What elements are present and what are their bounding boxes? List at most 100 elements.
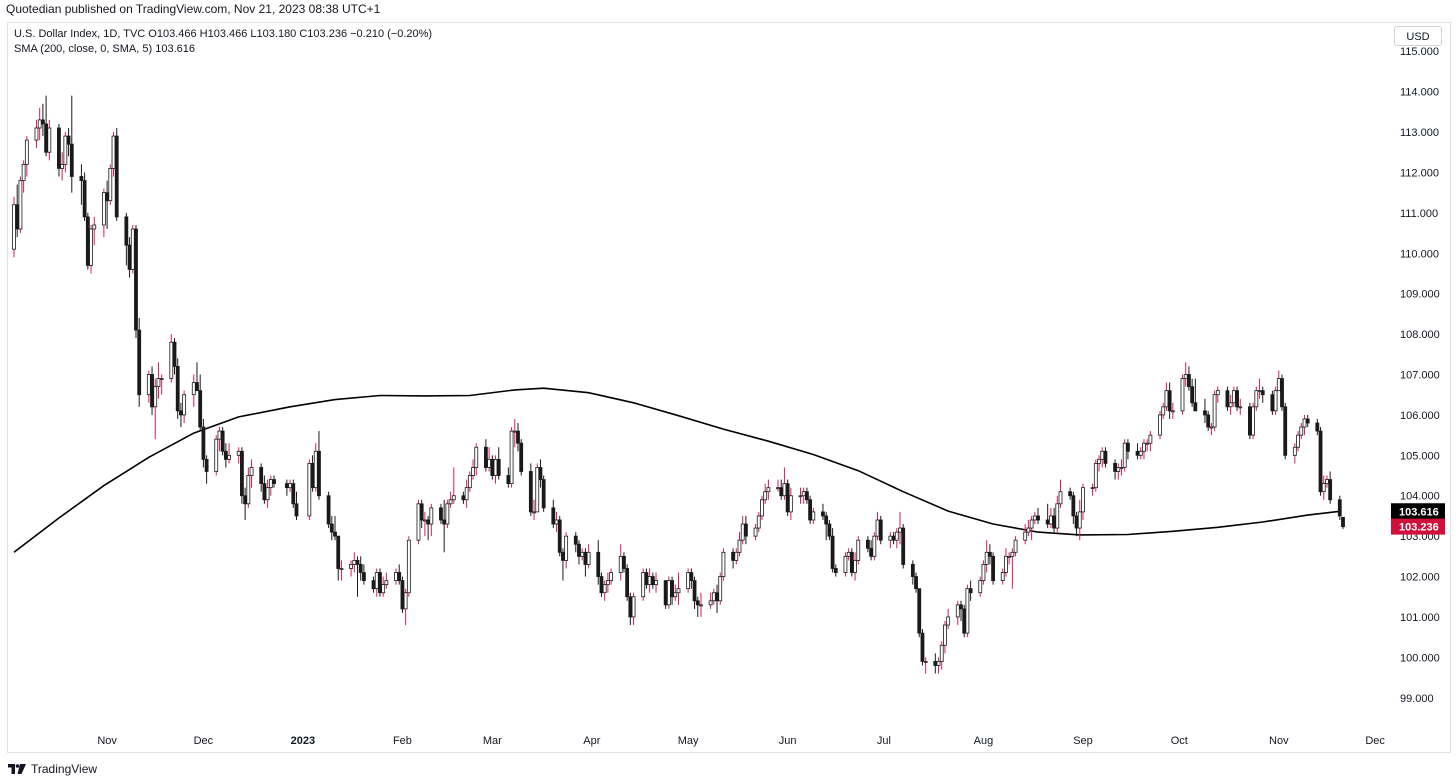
candle-body	[445, 503, 450, 525]
candle-body	[968, 588, 973, 594]
candle	[339, 560, 344, 581]
candle-body	[1276, 378, 1281, 392]
candle-body	[788, 495, 793, 513]
candle	[968, 580, 973, 601]
x-tick-label: Jul	[877, 735, 891, 747]
candle-body	[1007, 555, 1012, 558]
candle	[44, 95, 49, 157]
candle	[487, 447, 492, 472]
candle-body	[1026, 527, 1031, 533]
candle	[946, 608, 951, 630]
candle-body	[917, 588, 922, 634]
candle-body	[442, 519, 447, 525]
candle	[223, 443, 228, 468]
candle	[1164, 382, 1169, 411]
candle	[1097, 455, 1101, 472]
candle	[1004, 548, 1008, 577]
candle-body	[24, 139, 29, 165]
candle-body	[265, 487, 270, 501]
candle	[991, 552, 995, 585]
candle-body	[291, 483, 296, 505]
candle-body	[756, 515, 761, 529]
candle	[82, 172, 87, 221]
candle-body	[1081, 487, 1085, 513]
candle	[310, 455, 315, 492]
candle-body	[943, 624, 947, 646]
candle-body	[965, 588, 970, 634]
candle-body	[1260, 390, 1265, 396]
candle	[1170, 402, 1175, 419]
candle-body	[824, 515, 829, 525]
candle-body	[1032, 515, 1037, 521]
candle	[467, 471, 472, 492]
candle	[307, 459, 312, 520]
candle-body	[1270, 394, 1275, 412]
candle-body	[622, 555, 626, 569]
candle	[1036, 507, 1040, 525]
candle	[1093, 459, 1098, 492]
candle-body	[294, 503, 299, 517]
candle	[464, 479, 469, 508]
candle	[333, 515, 337, 541]
candle-body	[1231, 390, 1236, 404]
candle-body	[766, 487, 771, 493]
candle-body	[18, 180, 23, 230]
candle-body	[130, 228, 135, 270]
candle	[1212, 390, 1217, 432]
candle	[349, 560, 353, 577]
candle-body	[532, 511, 536, 514]
candle	[599, 572, 604, 597]
candle-body	[894, 531, 899, 541]
candle	[1260, 386, 1265, 403]
currency-button[interactable]: USD	[1394, 26, 1442, 46]
symbol-legend[interactable]: U.S. Dollar Index, 1D, TVC O103.466 H103…	[14, 28, 433, 40]
candle-body	[1305, 418, 1310, 424]
candle	[676, 572, 681, 605]
candle	[936, 657, 941, 674]
candle-body	[689, 572, 694, 581]
sma-legend[interactable]: SMA (200, close, 0, SMA, 5) 103.616	[14, 43, 195, 55]
candle	[471, 459, 475, 480]
candle-body	[471, 467, 475, 476]
candle-body	[349, 564, 353, 569]
candle	[243, 487, 248, 520]
candle	[686, 568, 691, 593]
x-tick-label: Aug	[974, 735, 994, 747]
candle	[397, 564, 402, 585]
candle-body	[586, 551, 591, 565]
candle	[631, 592, 636, 626]
candle	[1158, 410, 1162, 440]
candle	[394, 568, 398, 585]
candle	[89, 224, 93, 274]
candle-body	[108, 167, 113, 202]
candle	[262, 475, 267, 504]
candle	[169, 334, 174, 383]
candle	[753, 524, 758, 541]
candle-body	[89, 228, 93, 266]
candle-body	[467, 475, 472, 489]
candle	[291, 479, 296, 508]
candle-body	[403, 592, 408, 610]
candle-body	[849, 551, 854, 573]
candle	[496, 447, 501, 480]
candle-body	[1238, 406, 1243, 409]
candle	[1048, 507, 1053, 529]
candle-body	[1228, 402, 1233, 408]
footer-brand[interactable]: TradingView	[8, 761, 97, 777]
candle	[1161, 402, 1166, 419]
candle	[564, 532, 569, 569]
candle	[715, 584, 719, 613]
y-tick-label: 107.000	[1400, 370, 1440, 382]
candle	[512, 418, 517, 448]
candle-body	[1315, 422, 1320, 432]
candle	[586, 544, 591, 569]
candle-body	[891, 535, 896, 541]
candle	[827, 519, 832, 541]
candle-body	[650, 576, 655, 586]
candle-body	[753, 527, 758, 537]
candle	[901, 524, 906, 569]
candle-body	[439, 507, 443, 521]
candle-body	[763, 491, 768, 501]
candle	[920, 629, 925, 666]
